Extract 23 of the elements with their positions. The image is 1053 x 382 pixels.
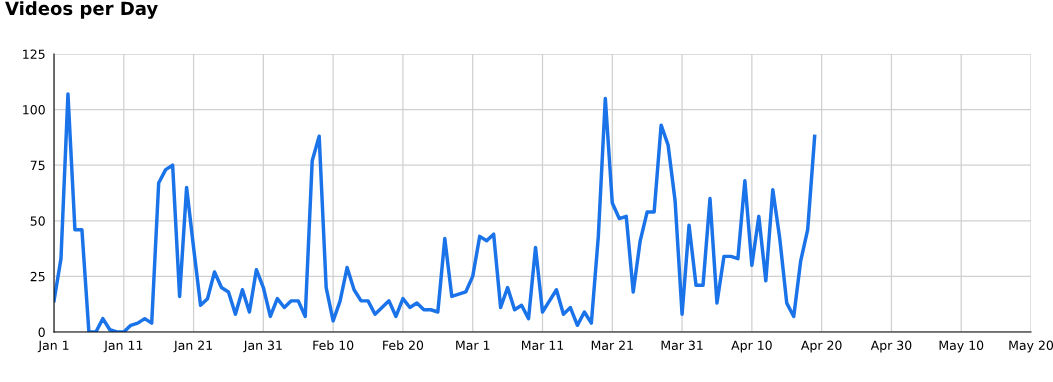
x-tick-label: Mar 31 [661, 340, 703, 351]
y-tick-label: 125 [23, 49, 45, 59]
x-tick-label: Feb 10 [313, 340, 354, 351]
y-tick-label: 50 [30, 216, 45, 226]
y-tick-label: 25 [30, 271, 45, 282]
x-tick-label: Jan 21 [173, 340, 212, 353]
x-tick-label: Jan 31 [243, 340, 282, 353]
x-tick-label: Mar 11 [522, 340, 564, 351]
x-tick-label: Apr 30 [870, 340, 912, 353]
x-tick-label: May 20 [1009, 340, 1053, 353]
y-tick-label: 0 [38, 327, 45, 337]
x-tick-label: Mar 1 [456, 340, 490, 351]
x-tick-label: Jan 1 [37, 340, 69, 353]
x-tick-label: Mar 21 [591, 340, 633, 351]
x-tick-label: Apr 10 [731, 340, 772, 353]
y-tick-label: 75 [30, 160, 45, 171]
x-tick-label: May 10 [939, 340, 984, 353]
y-tick-label: 100 [23, 105, 45, 115]
x-tick-label: Feb 20 [383, 340, 424, 351]
x-tick-label: Jan 11 [103, 340, 143, 353]
line-series [54, 92, 817, 332]
x-tick-label: Apr 20 [800, 340, 842, 353]
chart-title: Videos per Day [5, 1, 158, 19]
